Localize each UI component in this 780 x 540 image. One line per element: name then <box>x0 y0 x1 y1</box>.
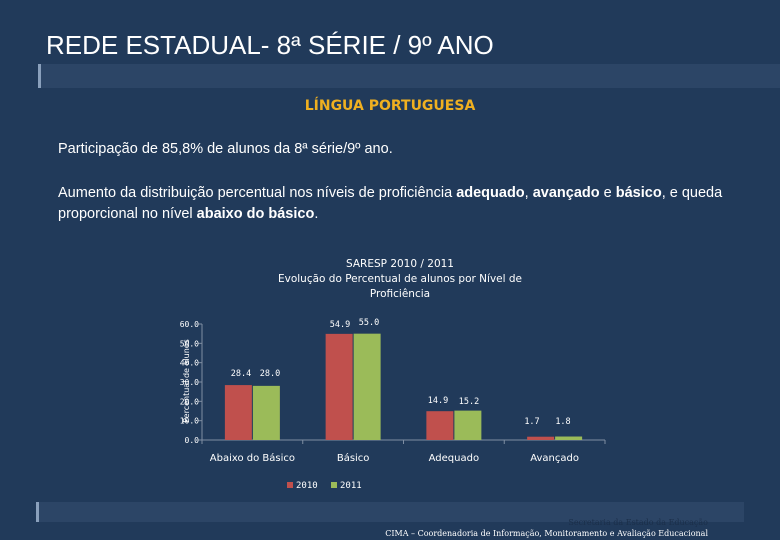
chart-title-line-2: Evolução do Percentual de alunos por Nív… <box>277 273 523 285</box>
data-label-2010-0: 28.4 <box>231 369 251 379</box>
participation-text: Participação de 85,8% de alunos da 8ª sé… <box>58 141 393 157</box>
analysis-text-3: e <box>599 185 616 201</box>
footer-line-1: Secretaria da Estado da Educação <box>568 518 708 527</box>
analysis-text: Aumento da distribuição percentual nos n… <box>58 183 748 225</box>
data-label-2010-2: 14.9 <box>428 396 448 406</box>
chart-title-line-1: SARESP 2010 / 2011 <box>346 258 454 270</box>
analysis-text-4: , e queda proporcional no nível <box>58 185 723 222</box>
x-tick-label-3: Avançado <box>530 453 579 464</box>
chart-title: SARESP 2010 / 2011 Evolução do Percentua… <box>240 257 560 302</box>
data-label-2010-3: 1.7 <box>524 417 539 427</box>
legend-swatch-2011 <box>331 482 337 488</box>
analysis-bold-basico: básico <box>615 185 662 201</box>
legend-label-2011: 2011 <box>340 481 362 491</box>
footer-line-2: CIMA – Coordenadoria de Informação, Moni… <box>385 529 708 538</box>
footer-credit: Secretaria da Estado da Educação CIMA – … <box>385 517 708 539</box>
slide-title: REDE ESTADUAL- 8ª SÉRIE / 9º ANO <box>46 30 494 60</box>
y-tick-label-6: 60.0 <box>180 320 199 329</box>
y-tick-label-2: 20.0 <box>180 397 199 406</box>
data-label-2010-1: 54.9 <box>330 320 350 330</box>
bar-2011-0 <box>252 385 280 440</box>
x-tick-label-0: Abaixo do Básico <box>210 452 295 464</box>
analysis-text-2: , <box>524 185 533 201</box>
legend-label-2010: 2010 <box>296 481 318 491</box>
y-axis-label: Percentual de alunos <box>182 339 191 423</box>
data-label-2011-0: 28.0 <box>260 369 280 379</box>
footer-divider-band <box>36 502 744 522</box>
analysis-text-1: Aumento da distribuição percentual nos n… <box>58 185 457 201</box>
bar-2010-1 <box>325 333 353 440</box>
header-divider-band <box>38 64 780 88</box>
analysis-bold-adequado: adequado <box>456 185 525 201</box>
y-tick-label-4: 40.0 <box>180 359 199 368</box>
subject-heading: LÍNGUA PORTUGUESA <box>304 98 476 114</box>
x-tick-label-1: Básico <box>337 452 370 464</box>
y-tick-label-1: 10.0 <box>180 417 199 426</box>
y-tick-label-0: 0.0 <box>185 436 200 445</box>
x-tick-label-2: Adequado <box>429 453 479 464</box>
bar-2010-3 <box>527 436 555 440</box>
legend-swatch-2010 <box>287 482 293 488</box>
analysis-bold-avancado: avançado <box>532 185 600 201</box>
data-label-2011-1: 55.0 <box>359 318 379 328</box>
chart-title-line-3: Proficiência <box>369 288 431 300</box>
bar-2010-2 <box>426 411 454 440</box>
bar-2010-0 <box>224 385 252 440</box>
data-label-2011-3: 1.8 <box>555 417 570 427</box>
bar-2011-3 <box>555 436 583 440</box>
y-tick-label-5: 50.0 <box>180 339 199 348</box>
data-label-2011-2: 15.2 <box>459 397 479 407</box>
analysis-text-5: . <box>314 206 319 222</box>
analysis-bold-abaixo: abaixo do básico <box>196 206 315 222</box>
bar-2011-2 <box>454 410 482 440</box>
y-tick-label-3: 30.0 <box>180 378 199 387</box>
bar-2011-1 <box>353 333 381 440</box>
